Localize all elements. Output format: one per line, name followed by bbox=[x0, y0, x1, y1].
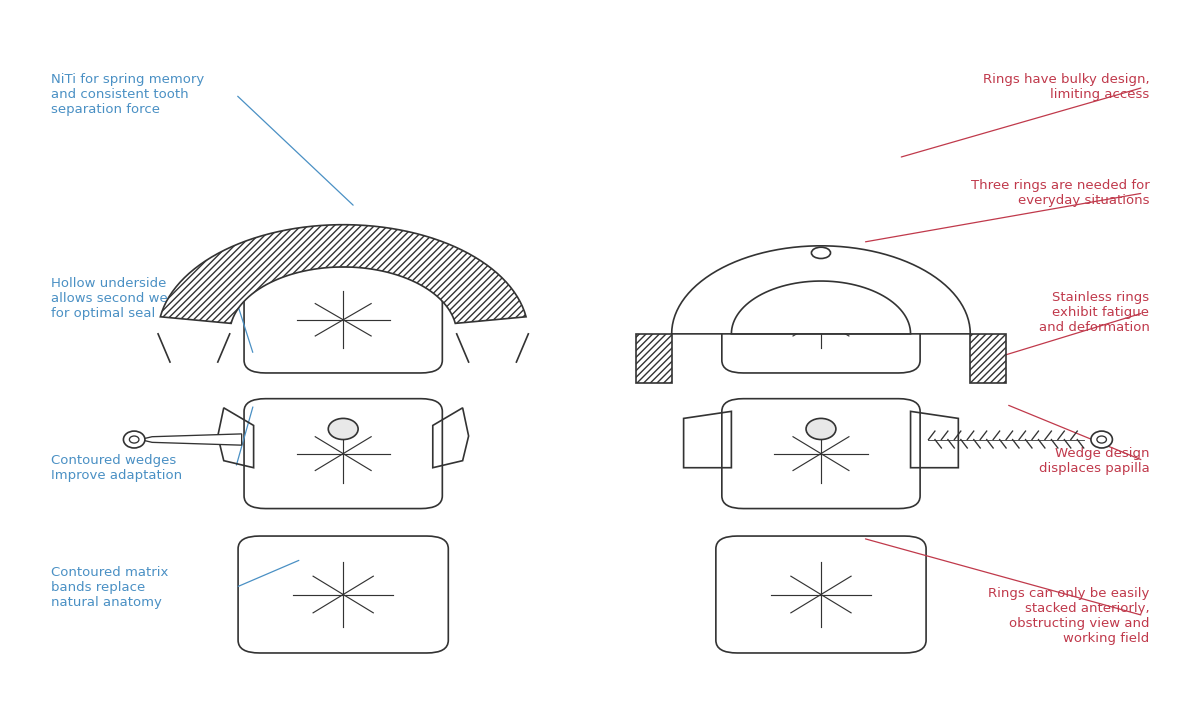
Text: Wedge design
displaces papilla: Wedge design displaces papilla bbox=[1039, 447, 1150, 475]
Ellipse shape bbox=[1097, 436, 1106, 443]
Polygon shape bbox=[971, 334, 1006, 383]
FancyBboxPatch shape bbox=[244, 266, 443, 373]
Polygon shape bbox=[672, 246, 971, 334]
Text: Contoured wedges
Improve adaptation: Contoured wedges Improve adaptation bbox=[50, 454, 181, 481]
Text: Contoured matrix
bands replace
natural anatomy: Contoured matrix bands replace natural a… bbox=[50, 566, 168, 609]
Ellipse shape bbox=[124, 431, 145, 448]
FancyBboxPatch shape bbox=[244, 399, 443, 508]
FancyBboxPatch shape bbox=[722, 399, 920, 508]
FancyBboxPatch shape bbox=[716, 536, 926, 653]
Text: NiTi for spring memory
and consistent tooth
separation force: NiTi for spring memory and consistent to… bbox=[50, 73, 204, 116]
FancyBboxPatch shape bbox=[722, 266, 920, 373]
Text: Three rings are needed for
everyday situations: Three rings are needed for everyday situ… bbox=[971, 179, 1150, 207]
Ellipse shape bbox=[329, 418, 358, 439]
Ellipse shape bbox=[130, 436, 139, 443]
Polygon shape bbox=[731, 281, 911, 334]
Polygon shape bbox=[161, 224, 526, 323]
Text: Rings can only be easily
stacked anteriorly,
obstructing view and
working field: Rings can only be easily stacked anterio… bbox=[988, 586, 1150, 645]
Ellipse shape bbox=[806, 418, 836, 439]
Text: Hollow underside
allows second wedge
for optimal seal: Hollow underside allows second wedge for… bbox=[50, 277, 192, 320]
Text: Stainless rings
exhibit fatigue
and deformation: Stainless rings exhibit fatigue and defo… bbox=[1038, 291, 1150, 334]
Polygon shape bbox=[636, 334, 672, 383]
Text: Rings have bulky design,
limiting access: Rings have bulky design, limiting access bbox=[983, 73, 1150, 102]
FancyBboxPatch shape bbox=[238, 536, 449, 653]
Circle shape bbox=[811, 247, 830, 258]
Ellipse shape bbox=[1091, 431, 1112, 448]
Polygon shape bbox=[140, 434, 241, 445]
